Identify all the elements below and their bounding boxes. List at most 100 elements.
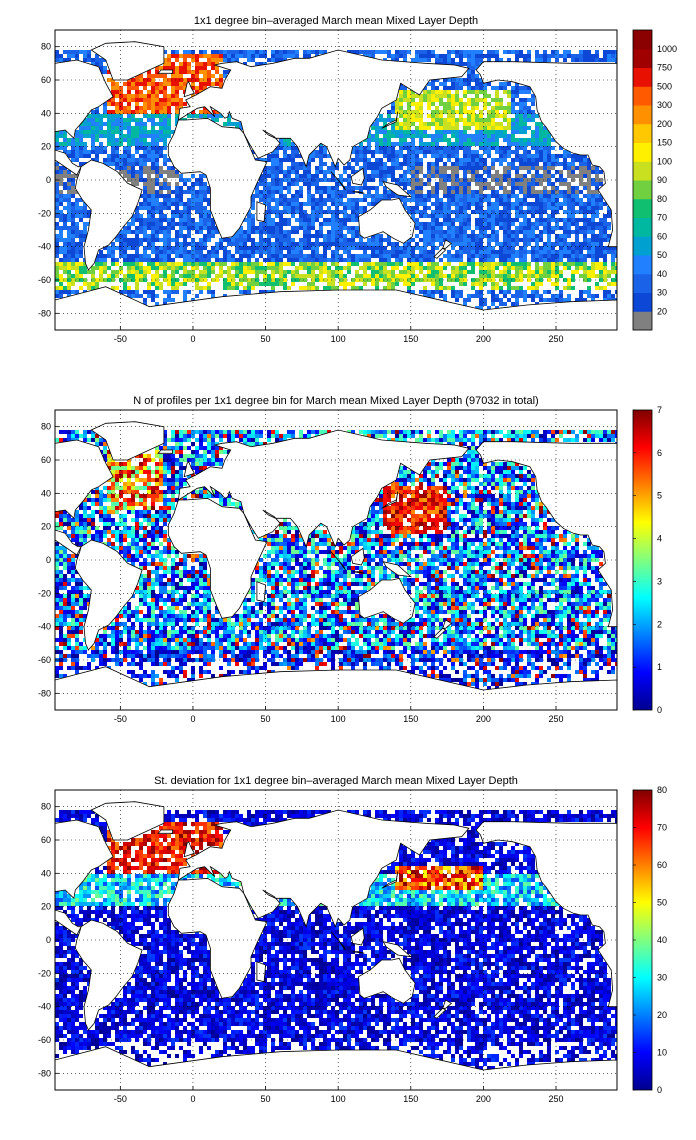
heatmap-cell	[439, 138, 443, 142]
heatmap-cell	[399, 54, 403, 58]
heatmap-cell	[459, 58, 463, 62]
heatmap-cell	[95, 134, 99, 138]
heatmap-cell	[379, 258, 383, 262]
heatmap-cell	[491, 238, 495, 242]
heatmap-cell	[199, 238, 203, 242]
heatmap-cell	[483, 298, 487, 302]
heatmap-cell	[595, 250, 599, 254]
heatmap-cell	[539, 54, 543, 58]
heatmap-cell	[123, 122, 127, 126]
heatmap-cell	[483, 106, 487, 110]
heatmap-cell	[103, 58, 107, 62]
heatmap-cell	[235, 266, 239, 270]
heatmap-cell	[155, 146, 159, 150]
heatmap-cell	[187, 206, 191, 210]
heatmap-cell	[503, 130, 507, 134]
heatmap-cell	[267, 246, 271, 250]
heatmap-cell	[127, 246, 131, 250]
heatmap-cell	[123, 82, 127, 86]
heatmap-cell	[455, 234, 459, 238]
heatmap-cell	[371, 202, 375, 206]
heatmap-cell	[463, 210, 467, 214]
heatmap-cell	[443, 174, 447, 178]
heatmap-cell	[103, 114, 107, 118]
heatmap-cell	[507, 90, 511, 94]
heatmap-cell	[415, 174, 419, 178]
heatmap-cell	[491, 50, 495, 54]
heatmap-cell	[239, 290, 243, 294]
heatmap-cell	[103, 134, 107, 138]
heatmap-cell	[387, 170, 391, 174]
heatmap-cell	[555, 50, 559, 54]
heatmap-cell	[191, 222, 195, 226]
y-tick-label: 0	[46, 175, 51, 185]
heatmap-cell	[199, 214, 203, 218]
heatmap-cell	[123, 230, 127, 234]
heatmap-cell	[375, 250, 379, 254]
heatmap-cell	[595, 242, 599, 246]
heatmap-cell	[567, 206, 571, 210]
heatmap-cell	[123, 238, 127, 242]
heatmap-cell	[387, 158, 391, 162]
heatmap-cell	[531, 238, 535, 242]
heatmap-cell	[331, 270, 335, 274]
heatmap-cell	[499, 250, 503, 254]
heatmap-cell	[171, 258, 175, 262]
heatmap-cell	[175, 50, 179, 54]
heatmap-cell	[615, 282, 617, 286]
heatmap-cell	[207, 74, 211, 78]
heatmap-cell	[183, 206, 187, 210]
heatmap-cell	[511, 194, 515, 198]
heatmap-cell	[275, 146, 279, 150]
heatmap-cell	[147, 190, 151, 194]
heatmap-cell	[207, 290, 211, 294]
heatmap-cell	[487, 270, 491, 274]
heatmap-cell	[467, 162, 471, 166]
heatmap-cell	[407, 262, 411, 266]
heatmap-cell	[419, 258, 423, 262]
heatmap-cell	[467, 126, 471, 130]
heatmap-cell	[491, 174, 495, 178]
heatmap-cell	[259, 270, 263, 274]
heatmap-cell	[527, 114, 531, 118]
heatmap-cell	[603, 214, 607, 218]
heatmap-cell	[127, 258, 131, 262]
heatmap-cell	[523, 274, 527, 278]
heatmap-cell	[139, 258, 143, 262]
heatmap-cell	[395, 142, 399, 146]
heatmap-cell	[187, 62, 191, 66]
heatmap-cell	[615, 270, 617, 274]
heatmap-cell	[567, 294, 571, 298]
heatmap-cell	[247, 290, 251, 294]
heatmap-cell	[383, 170, 387, 174]
heatmap-cell	[171, 190, 175, 194]
heatmap-cell	[459, 238, 463, 242]
heatmap-cell	[471, 282, 475, 286]
heatmap-cell	[151, 238, 155, 242]
heatmap-cell	[115, 130, 119, 134]
heatmap-cell	[291, 54, 295, 58]
colorbar-swatch	[633, 273, 652, 293]
heatmap-cell	[99, 58, 103, 62]
heatmap-cell	[511, 118, 515, 122]
heatmap-cell	[131, 82, 135, 86]
heatmap-cell	[147, 166, 151, 170]
heatmap-cell	[175, 110, 179, 114]
heatmap-cell	[391, 102, 395, 106]
heatmap-cell	[99, 250, 103, 254]
heatmap-cell	[423, 250, 427, 254]
heatmap-cell	[283, 146, 287, 150]
heatmap-cell	[127, 102, 131, 106]
heatmap-cell	[287, 158, 291, 162]
heatmap-cell	[587, 54, 591, 58]
heatmap-cell	[331, 258, 335, 262]
heatmap-cell	[431, 118, 435, 122]
heatmap-cell	[391, 170, 395, 174]
heatmap-cell	[579, 298, 583, 302]
heatmap-cell	[527, 126, 531, 130]
heatmap-cell	[55, 294, 59, 298]
heatmap-cell	[227, 274, 231, 278]
heatmap-cell	[71, 278, 75, 282]
heatmap-cell	[183, 222, 187, 226]
heatmap-cell	[291, 278, 295, 282]
